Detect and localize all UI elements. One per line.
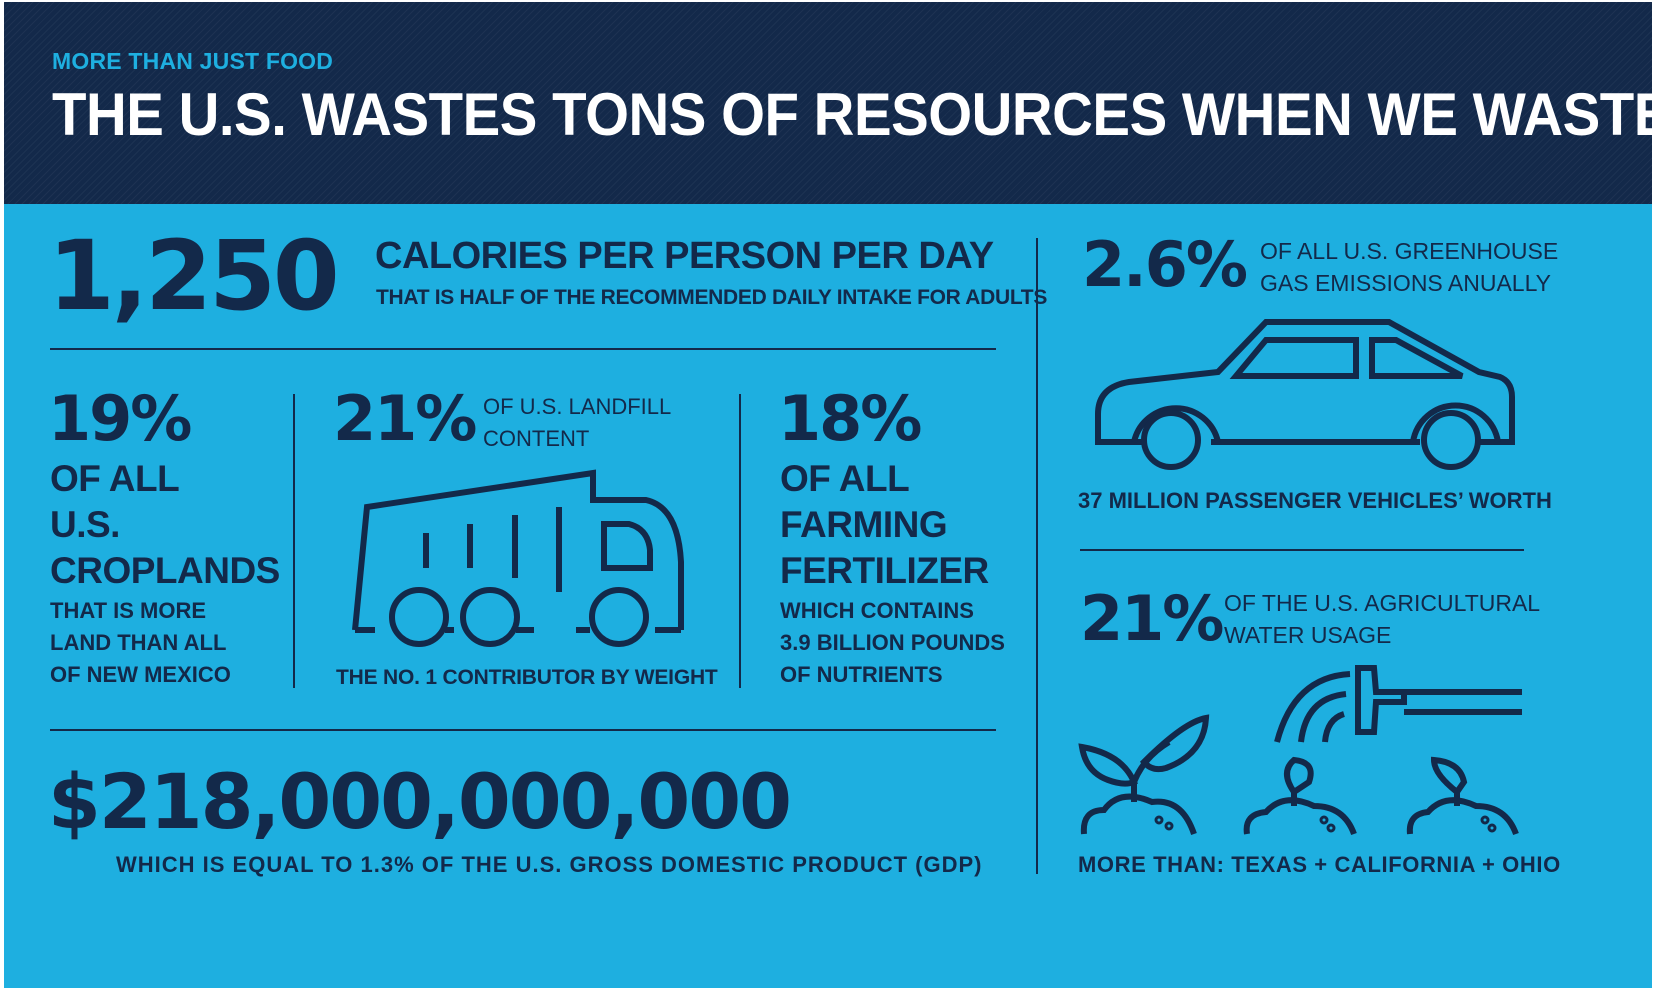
water-label-line: WATER USAGE [1224, 622, 1392, 648]
car-icon [1095, 319, 1515, 470]
water-caption: MORE THAN: TEXAS + CALIFORNIA + OHIO [1078, 852, 1561, 877]
landfill-caption: THE NO. 1 CONTRIBUTOR BY WEIGHT [336, 666, 718, 689]
divider-bottom [50, 729, 996, 731]
seedling-icon [1078, 714, 1519, 836]
divider-croplands [293, 394, 295, 688]
croplands-label: OF ALL U.S. CROPLANDS [50, 460, 280, 589]
emissions-caption: 37 MILLION PASSENGER VEHICLES’ WORTH [1078, 488, 1552, 513]
emissions-label-line: OF ALL U.S. GREENHOUSE [1260, 238, 1559, 264]
croplands-note-line: OF NEW MEXICO [50, 662, 231, 687]
water-label-line: OF THE U.S. AGRICULTURAL [1224, 590, 1541, 616]
water-label: OF THE U.S. AGRICULTURAL WATER USAGE [1224, 592, 1540, 647]
divider-top [50, 348, 996, 350]
gdp-caption: WHICH IS EQUAL TO 1.3% OF THE U.S. GROSS… [116, 852, 983, 877]
garbage-truck-icon [352, 469, 684, 647]
fertilizer-note: WHICH CONTAINS 3.9 BILLION POUNDS OF NUT… [780, 600, 1005, 686]
divider-column [1036, 238, 1038, 874]
fertilizer-label: OF ALL FARMING FERTILIZER [780, 460, 989, 589]
croplands-value: 19% [48, 382, 192, 455]
page-title: THE U.S. WASTES TONS OF RESOURCES WHEN W… [52, 81, 1652, 148]
calories-subtitle: THAT IS HALF OF THE RECOMMENDED DAILY IN… [376, 286, 1048, 309]
gdp-value: $218,000,000,000 [48, 757, 792, 846]
emissions-label: OF ALL U.S. GREENHOUSE GAS EMISSIONS ANU… [1260, 240, 1558, 295]
divider-right [1080, 549, 1524, 551]
fertilizer-note-line: 3.9 BILLION POUNDS [780, 630, 1005, 655]
croplands-note-line: THAT IS MORE [50, 598, 207, 623]
water-value: 21% [1080, 582, 1224, 655]
calories-title: CALORIES PER PERSON PER DAY [375, 235, 994, 277]
croplands-label-line: CROPLANDS [50, 550, 280, 591]
infographic: MORE THAN JUST FOOD THE U.S. WASTES TONS… [4, 2, 1652, 988]
landfill-label-line: CONTENT [483, 426, 590, 451]
fertilizer-label-line: FERTILIZER [780, 550, 989, 591]
fertilizer-value: 18% [778, 382, 922, 455]
croplands-note: THAT IS MORE LAND THAN ALL OF NEW MEXICO [50, 600, 231, 686]
landfill-label: OF U.S. LANDFILL CONTENT [483, 396, 671, 450]
fertilizer-note-line: OF NUTRIENTS [780, 662, 943, 687]
croplands-label-line: OF ALL [50, 458, 180, 499]
emissions-label-line: GAS EMISSIONS ANUALLY [1260, 270, 1552, 296]
divider-fertilizer [739, 394, 741, 688]
header-banner: MORE THAN JUST FOOD THE U.S. WASTES TONS… [4, 2, 1652, 204]
sprinkler-icon [1274, 665, 1522, 743]
landfill-label-line: OF U.S. LANDFILL [483, 394, 672, 419]
kicker: MORE THAN JUST FOOD [52, 48, 334, 74]
landfill-value: 21% [333, 382, 477, 455]
fertilizer-note-line: WHICH CONTAINS [780, 598, 974, 623]
croplands-note-line: LAND THAN ALL [50, 630, 227, 655]
fertilizer-label-line: FARMING [780, 504, 948, 545]
calories-value: 1,250 [48, 220, 340, 332]
fertilizer-label-line: OF ALL [780, 458, 910, 499]
croplands-label-line: U.S. [50, 504, 120, 545]
emissions-value: 2.6% [1082, 228, 1248, 301]
